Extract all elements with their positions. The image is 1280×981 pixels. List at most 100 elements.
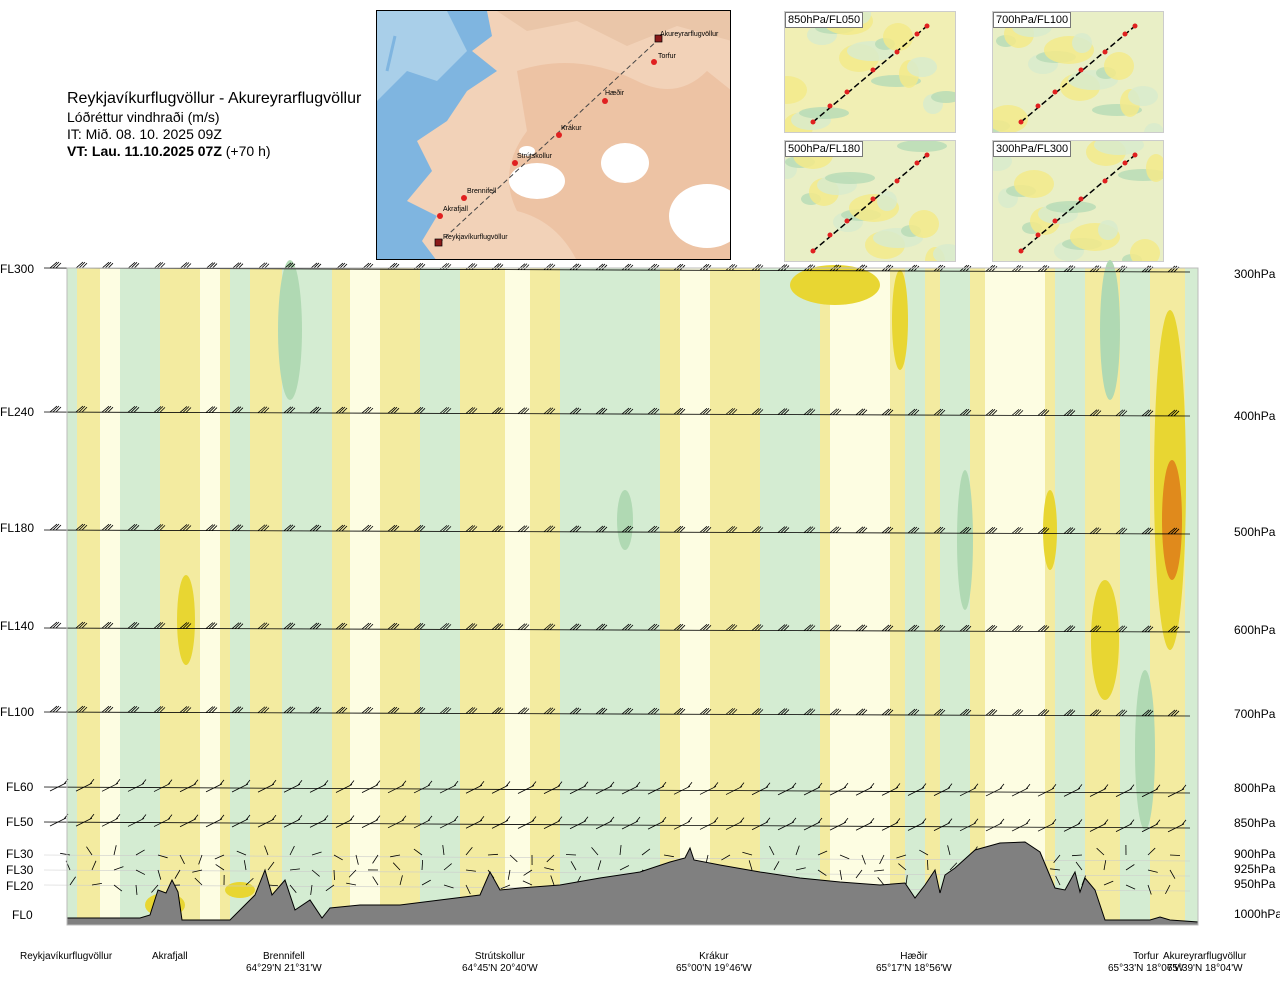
- wind-barb: [907, 624, 920, 632]
- wind-barb: [569, 407, 582, 415]
- wind-barb: [361, 622, 374, 630]
- wind-barb: [257, 814, 277, 828]
- fl-label-240: FL240: [0, 405, 35, 419]
- wind-barb: [267, 861, 275, 871]
- wind-barb: [399, 875, 403, 886]
- wind-barb: [1167, 784, 1187, 798]
- wind-barb: [1071, 854, 1083, 857]
- mini-map-point: [1102, 178, 1108, 184]
- wind-barb: [1011, 783, 1031, 797]
- wind-barb: [75, 261, 88, 269]
- wind-barb: [75, 778, 95, 792]
- wind-barb: [335, 524, 348, 532]
- wind-barb: [443, 884, 454, 889]
- hpa-label-400: 400hPa: [1234, 409, 1276, 423]
- chart-title: Reykjavíkurflugvöllur - Akureyrarflugvöl…: [67, 90, 362, 107]
- wind-barb: [309, 706, 322, 714]
- mini-map-point: [894, 49, 900, 55]
- wind-barb: [647, 525, 660, 533]
- wind-barb: [877, 876, 885, 886]
- wind-barb: [1167, 625, 1180, 633]
- wind-barb: [127, 523, 140, 531]
- wind-barb: [1063, 784, 1083, 797]
- wind-barb: [101, 261, 114, 269]
- valid-time-main: VT: Lau. 11.10.2025 07Z: [67, 143, 222, 159]
- wind-barb: [543, 407, 556, 415]
- wind-barb: [372, 854, 379, 864]
- wind-barb: [135, 884, 138, 895]
- mini-map-850-graphic: [785, 12, 955, 132]
- mini-map-route: [812, 154, 928, 252]
- wind-barb: [283, 622, 296, 630]
- wind-barb: [387, 706, 400, 714]
- wind-barb: [1167, 409, 1180, 417]
- field-band: [1185, 268, 1198, 925]
- wind-barb: [491, 781, 511, 794]
- wind-barb: [777, 708, 790, 715]
- wind-barb: [1055, 875, 1061, 886]
- wind-barb: [595, 525, 608, 533]
- mini-map-cell: [877, 191, 897, 211]
- wind-barb: [1011, 709, 1024, 716]
- wind-barb: [361, 706, 374, 714]
- wind-barb: [1115, 527, 1128, 535]
- mini-map-cell: [1128, 86, 1158, 106]
- loc-akrafjall-name: Akrafjall: [152, 951, 188, 962]
- hpa-label-950: 950hPa: [1234, 877, 1276, 891]
- wind-barb: [75, 621, 88, 629]
- wind-barb: [959, 818, 979, 832]
- wind-barb: [439, 780, 459, 794]
- wind-barb: [243, 860, 247, 871]
- wind-barb: [309, 815, 329, 828]
- downdraft-cell: [957, 470, 973, 610]
- wind-barb: [309, 780, 329, 793]
- mini-map-cell: [1146, 154, 1163, 182]
- wind-barb: [257, 524, 270, 532]
- wind-barb: [413, 622, 426, 630]
- wind-barb: [795, 845, 800, 856]
- wind-barb: [179, 779, 199, 793]
- wind-barb: [742, 851, 753, 856]
- wind-barb: [75, 705, 88, 713]
- wind-barb: [49, 261, 62, 269]
- wind-barb: [413, 815, 433, 829]
- mini-map-point: [1018, 119, 1024, 125]
- wind-barb: [829, 526, 842, 534]
- wind-barb: [333, 869, 335, 881]
- mini-map-cell: [897, 141, 947, 152]
- wind-barb: [245, 877, 254, 886]
- wind-barb: [751, 708, 764, 715]
- wind-barb: [194, 877, 203, 886]
- wind-barb: [817, 869, 827, 876]
- terrain-profile: [66, 841, 1199, 926]
- mini-map-cell: [993, 105, 1028, 132]
- updraft-cell: [892, 270, 908, 370]
- wind-barb: [205, 622, 218, 629]
- wind-barb: [413, 848, 423, 856]
- level-line: [43, 821, 1191, 829]
- wind-barb: [69, 876, 76, 886]
- wind-barb: [1089, 527, 1102, 534]
- mini-map-cell: [1130, 239, 1160, 261]
- hpa-label-800: 800hPa: [1234, 781, 1276, 795]
- mini-map-cell: [931, 91, 955, 103]
- fl-label-20: FL20: [6, 879, 34, 893]
- mini-map-point: [810, 119, 816, 125]
- wind-barb: [127, 405, 140, 413]
- hpa-label-1000: 1000hPa: [1234, 907, 1280, 921]
- wind-barb: [829, 782, 849, 796]
- wind-barb: [153, 622, 166, 629]
- wind-barb: [725, 708, 738, 715]
- wind-barb: [907, 818, 927, 831]
- wind-barb: [839, 869, 843, 880]
- fl-label-50: FL50: [6, 815, 34, 829]
- wind-barb: [517, 525, 530, 532]
- wind-barb: [543, 263, 556, 271]
- wind-barb: [543, 707, 556, 715]
- wind-barb: [751, 526, 764, 533]
- wind-barb: [491, 407, 504, 414]
- mini-map-point: [1132, 152, 1138, 158]
- wind-barb: [985, 408, 998, 416]
- wind-barb: [1063, 265, 1076, 272]
- wind-barb: [751, 408, 764, 415]
